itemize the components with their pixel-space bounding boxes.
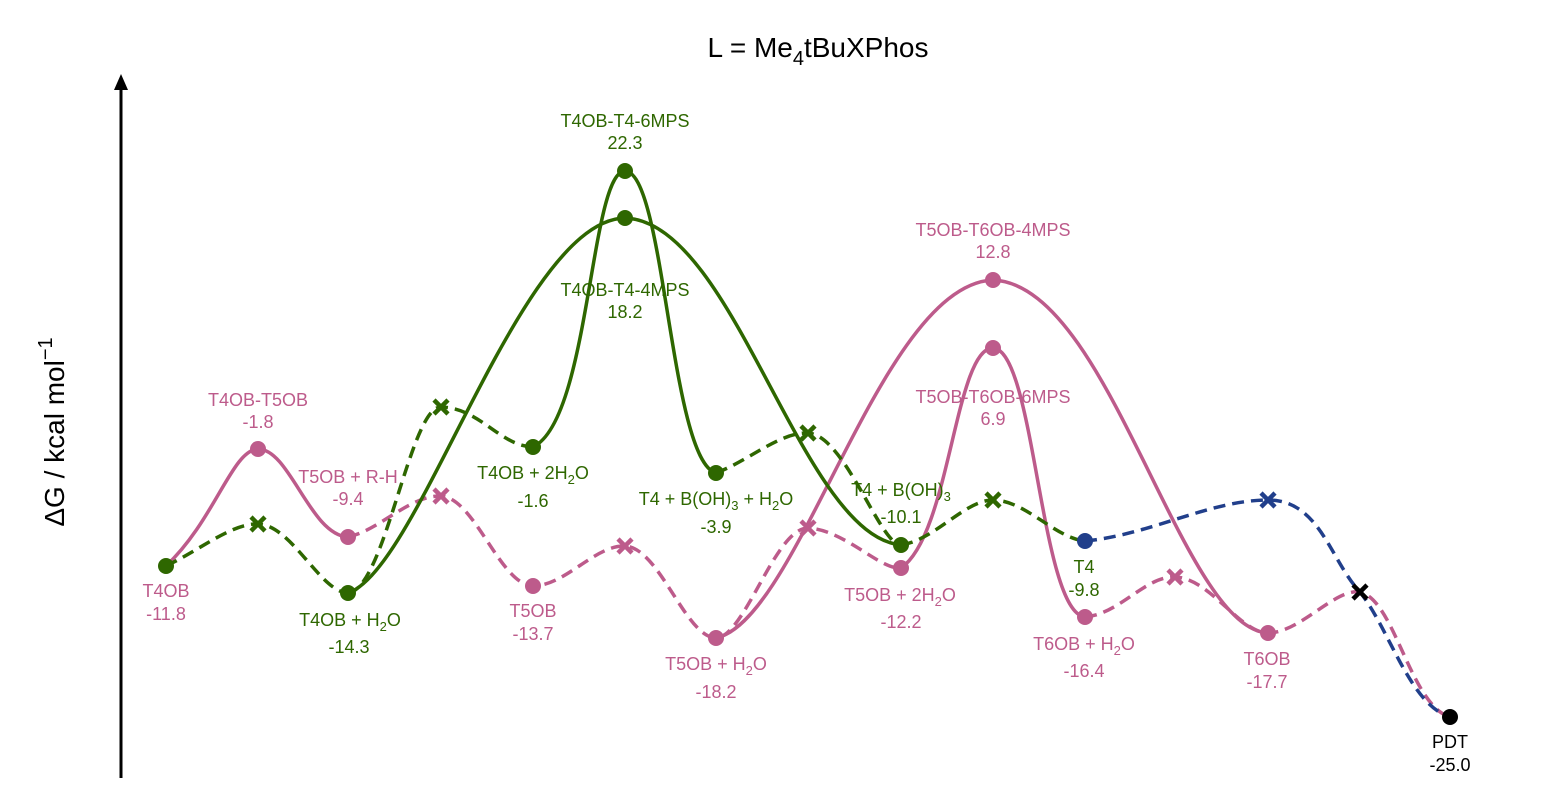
state-marker-t4ob-t4-4mps bbox=[617, 210, 633, 226]
state-marker-t4ob-t5ob bbox=[250, 441, 266, 457]
state-label-t4ob-t4-6mps: T4OB-T4-6MPS 22.3 bbox=[560, 111, 689, 153]
blue-cross-marker bbox=[1259, 491, 1277, 509]
svg-text:T6OB + H2O: T6OB + H2O bbox=[1033, 634, 1135, 658]
svg-text:T4OB-T5OB: T4OB-T5OB bbox=[208, 390, 308, 410]
svg-text:T6OB: T6OB bbox=[1243, 649, 1290, 669]
svg-text:6.9: 6.9 bbox=[980, 409, 1005, 429]
svg-text:-25.0: -25.0 bbox=[1429, 755, 1470, 775]
svg-text:-10.1: -10.1 bbox=[880, 507, 921, 527]
svg-text:-1.8: -1.8 bbox=[242, 412, 273, 432]
svg-text:-11.8: -11.8 bbox=[146, 604, 186, 624]
state-label-t4ob: T4OB -11.8 bbox=[142, 581, 189, 624]
svg-text:-18.2: -18.2 bbox=[695, 682, 736, 702]
state-marker-t4 bbox=[1077, 533, 1093, 549]
svg-text:-16.4: -16.4 bbox=[1063, 661, 1104, 681]
svg-text:-13.7: -13.7 bbox=[512, 624, 553, 644]
green-cross-marker bbox=[432, 398, 450, 416]
state-marker-t4ob-h2o bbox=[340, 585, 356, 601]
svg-text:-12.2: -12.2 bbox=[880, 612, 921, 632]
state-label-t5ob-h2o: T5OB + H2O -18.2 bbox=[665, 654, 767, 702]
svg-text:T5OB + H2O: T5OB + H2O bbox=[665, 654, 767, 678]
svg-text:T4OB + 2H2O: T4OB + 2H2O bbox=[477, 463, 589, 487]
svg-text:-9.8: -9.8 bbox=[1068, 580, 1099, 600]
svg-text:PDT: PDT bbox=[1432, 732, 1468, 752]
green-dashed-path-t4ob-2h2o bbox=[347, 405, 534, 595]
svg-text:T5OB: T5OB bbox=[509, 601, 556, 621]
svg-text:T4 + B(OH)3 + H2O: T4 + B(OH)3 + H2O bbox=[639, 489, 794, 513]
state-label-t4ob-t4-4mps: T4OB-T4-4MPS 18.2 bbox=[560, 280, 689, 322]
green-cross-marker bbox=[249, 515, 267, 533]
state-label-t4ob-t5ob: T4OB-T5OB -1.8 bbox=[208, 390, 308, 432]
svg-text:18.2: 18.2 bbox=[607, 302, 642, 322]
state-label-t4ob-h2o: T4OB + H2O -14.3 bbox=[299, 610, 401, 657]
svg-text:-17.7: -17.7 bbox=[1246, 672, 1287, 692]
svg-text:T5OB-T6OB-6MPS: T5OB-T6OB-6MPS bbox=[915, 387, 1070, 407]
pink-cross-marker bbox=[1166, 568, 1184, 586]
svg-text:T5OB + R-H: T5OB + R-H bbox=[298, 467, 398, 487]
y-axis-label: ΔG / kcal mol−1 bbox=[35, 337, 70, 526]
state-label-t5ob-t6ob-6mps: T5OB-T6OB-6MPS 6.9 bbox=[915, 387, 1070, 429]
state-label-pdt: PDT -25.0 bbox=[1429, 732, 1470, 775]
green-cross-marker bbox=[984, 491, 1002, 509]
green-cross-marker bbox=[799, 424, 817, 442]
diagram-title: L = Me4tBuXPhos bbox=[708, 32, 929, 70]
state-marker-t5ob-t6ob-6mps bbox=[985, 340, 1001, 356]
pink-cross-marker bbox=[432, 487, 450, 505]
state-marker-pdt bbox=[1442, 709, 1458, 725]
state-marker-t6ob-h2o bbox=[1077, 609, 1093, 625]
svg-text:12.8: 12.8 bbox=[975, 242, 1010, 262]
state-label-t4-boh3: T4 + B(OH)3 -10.1 bbox=[851, 480, 951, 527]
svg-text:T4OB-T4-6MPS: T4OB-T4-6MPS bbox=[560, 111, 689, 131]
state-label-t6ob-h2o: T6OB + H2O -16.4 bbox=[1033, 634, 1135, 681]
state-label-t4: T4 -9.8 bbox=[1068, 557, 1099, 600]
svg-text:22.3: 22.3 bbox=[607, 133, 642, 153]
state-label-t4ob-2h2o: T4OB + 2H2O -1.6 bbox=[477, 463, 589, 511]
pink-dashed-path-t5ob bbox=[347, 494, 902, 640]
svg-text:T4OB: T4OB bbox=[142, 581, 189, 601]
pink-cross-marker bbox=[616, 537, 634, 555]
state-marker-t4ob-2h2o bbox=[525, 439, 541, 455]
state-label-t5ob: T5OB -13.7 bbox=[509, 601, 556, 644]
svg-text:T4OB-T4-4MPS: T4OB-T4-4MPS bbox=[560, 280, 689, 300]
state-marker-t4-boh3-h2o bbox=[708, 465, 724, 481]
pink-dashed-path-t6ob bbox=[1084, 575, 1451, 719]
state-label-t5ob-2h2o: T5OB + 2H2O -12.2 bbox=[844, 585, 956, 632]
pink-cross-marker bbox=[799, 519, 817, 537]
svg-text:-14.3: -14.3 bbox=[328, 637, 369, 657]
state-marker-t6ob bbox=[1260, 625, 1276, 641]
blue-dashed-path-t4-pdt bbox=[1084, 498, 1451, 719]
state-marker-t4ob-t4-6mps bbox=[617, 163, 633, 179]
pink-solid-path-t5ob-t6ob-4mps bbox=[715, 278, 1269, 640]
state-label-t6ob: T6OB -17.7 bbox=[1243, 649, 1290, 692]
svg-text:T5OB + 2H2O: T5OB + 2H2O bbox=[844, 585, 956, 609]
state-marker-t5ob-h2o bbox=[708, 630, 724, 646]
state-marker-t5ob-t6ob-4mps bbox=[985, 272, 1001, 288]
state-marker-t4ob bbox=[158, 558, 174, 574]
svg-text:T4 + B(OH)3: T4 + B(OH)3 bbox=[851, 480, 951, 504]
state-marker-t5ob bbox=[525, 578, 541, 594]
svg-text:T5OB-T6OB-4MPS: T5OB-T6OB-4MPS bbox=[915, 220, 1070, 240]
svg-text:T4: T4 bbox=[1073, 557, 1094, 577]
svg-text:T4OB + H2O: T4OB + H2O bbox=[299, 610, 401, 634]
state-marker-t4-boh3 bbox=[893, 537, 909, 553]
black-cross-marker bbox=[1351, 583, 1369, 601]
state-marker-t5ob-2h2o bbox=[893, 560, 909, 576]
green-solid-path-t4ob-t4-4mps bbox=[347, 216, 902, 595]
svg-text:-1.6: -1.6 bbox=[517, 491, 548, 511]
state-marker-t5ob-r-h bbox=[340, 529, 356, 545]
state-label-t5ob-r-h: T5OB + R-H -9.4 bbox=[298, 467, 398, 509]
svg-text:-9.4: -9.4 bbox=[332, 489, 363, 509]
state-label-t4-boh3-h2o: T4 + B(OH)3 + H2O -3.9 bbox=[639, 489, 794, 537]
svg-text:-3.9: -3.9 bbox=[700, 517, 731, 537]
y-axis-arrowhead bbox=[114, 74, 128, 90]
state-label-t5ob-t6ob-4mps: T5OB-T6OB-4MPS 12.8 bbox=[915, 220, 1070, 262]
